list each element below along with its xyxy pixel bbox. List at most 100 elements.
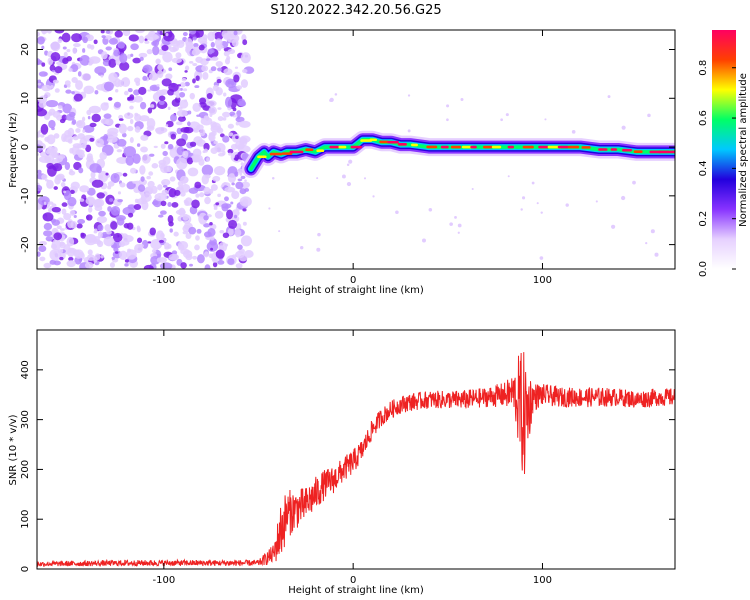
noise-speckle <box>143 264 154 269</box>
noise-speckle <box>101 51 108 60</box>
noise-speckle <box>48 111 53 116</box>
noise-speckle <box>151 41 157 46</box>
noise-speckle <box>100 118 110 125</box>
noise-speckle <box>209 235 215 241</box>
noise-speckle <box>110 221 118 230</box>
noise-speckle <box>96 216 108 224</box>
noise-speckle <box>46 134 56 145</box>
noise-speckle <box>46 162 54 170</box>
noise-speckle <box>77 143 83 149</box>
noise-speckle <box>77 71 82 77</box>
noise-speckle <box>167 201 172 208</box>
noise-speckle <box>621 125 626 130</box>
noise-speckle <box>77 218 86 225</box>
noise-speckle <box>156 89 165 97</box>
noise-speckle <box>272 177 275 180</box>
noise-speckle <box>79 185 90 193</box>
noise-speckle <box>53 232 63 241</box>
noise-speckle <box>156 257 162 263</box>
noise-speckle <box>69 189 75 195</box>
noise-speckle <box>242 39 248 46</box>
noise-speckle <box>173 231 179 237</box>
noise-region <box>37 30 659 269</box>
noise-speckle <box>116 217 125 226</box>
noise-speckle <box>449 222 453 226</box>
noise-speckle <box>119 250 128 261</box>
noise-speckle <box>156 253 161 258</box>
noise-speckle <box>45 179 49 182</box>
noise-speckle <box>142 75 148 81</box>
noise-speckle <box>88 56 101 64</box>
noise-speckle <box>156 84 160 87</box>
noise-speckle <box>150 104 155 108</box>
noise-speckle <box>37 131 41 138</box>
x-tick-label: -100 <box>152 575 175 586</box>
noise-speckle <box>119 53 128 64</box>
noise-speckle <box>72 47 77 54</box>
noise-speckle <box>168 188 177 198</box>
noise-speckle <box>230 201 234 205</box>
noise-speckle <box>83 85 95 95</box>
noise-speckle <box>180 262 187 269</box>
noise-speckle <box>203 115 209 120</box>
noise-speckle <box>539 256 544 260</box>
noise-speckle <box>152 45 160 56</box>
noise-speckle <box>215 202 220 206</box>
noise-speckle <box>85 144 92 153</box>
noise-speckle <box>77 133 85 140</box>
noise-speckle <box>244 250 254 258</box>
noise-speckle <box>147 241 152 244</box>
noise-speckle <box>51 203 57 208</box>
noise-speckle <box>49 64 56 72</box>
noise-speckle <box>51 126 55 131</box>
x-tick-label: 0 <box>350 575 356 586</box>
noise-speckle <box>73 43 81 48</box>
noise-speckle <box>125 155 135 166</box>
noise-speckle <box>611 224 616 229</box>
noise-speckle <box>187 121 191 126</box>
noise-speckle <box>157 184 163 191</box>
noise-speckle <box>217 46 222 52</box>
noise-speckle <box>127 54 132 60</box>
x-tick-label: 100 <box>533 575 552 586</box>
noise-speckle <box>54 176 61 185</box>
noise-speckle <box>234 228 242 237</box>
y-tick-label: 300 <box>20 410 31 429</box>
noise-speckle <box>208 188 214 195</box>
noise-speckle <box>157 64 164 71</box>
noise-speckle <box>147 180 155 188</box>
noise-speckle <box>214 210 224 219</box>
noise-speckle <box>62 46 67 50</box>
x-tick-label: 100 <box>533 275 552 286</box>
noise-speckle <box>233 30 238 36</box>
noise-speckle <box>41 45 45 50</box>
noise-speckle <box>82 36 88 44</box>
noise-speckle <box>198 44 205 51</box>
noise-speckle <box>167 215 174 224</box>
noise-speckle <box>446 118 449 122</box>
noise-speckle <box>96 192 105 199</box>
noise-speckle <box>222 232 230 239</box>
y-tick-label: 0 <box>20 144 31 150</box>
noise-speckle <box>71 76 78 83</box>
noise-speckle <box>59 118 66 124</box>
noise-speckle <box>206 157 210 162</box>
noise-speckle <box>233 214 238 219</box>
noise-speckle <box>134 198 139 204</box>
noise-speckle <box>134 113 142 122</box>
noise-speckle <box>37 195 50 206</box>
noise-speckle <box>565 203 569 207</box>
noise-speckle <box>169 228 173 233</box>
noise-speckle <box>244 179 247 182</box>
noise-speckle <box>68 111 76 118</box>
noise-speckle <box>544 118 547 121</box>
noise-speckle <box>421 238 426 243</box>
noise-speckle <box>37 36 45 45</box>
noise-speckle <box>160 143 166 149</box>
noise-speckle <box>116 138 127 147</box>
snr-panel: -100 0 100 0 100 200 300 400 Height of straigh… <box>8 329 676 596</box>
noise-speckle <box>97 231 103 239</box>
noise-speckle <box>135 81 141 86</box>
noise-speckle <box>218 245 225 251</box>
